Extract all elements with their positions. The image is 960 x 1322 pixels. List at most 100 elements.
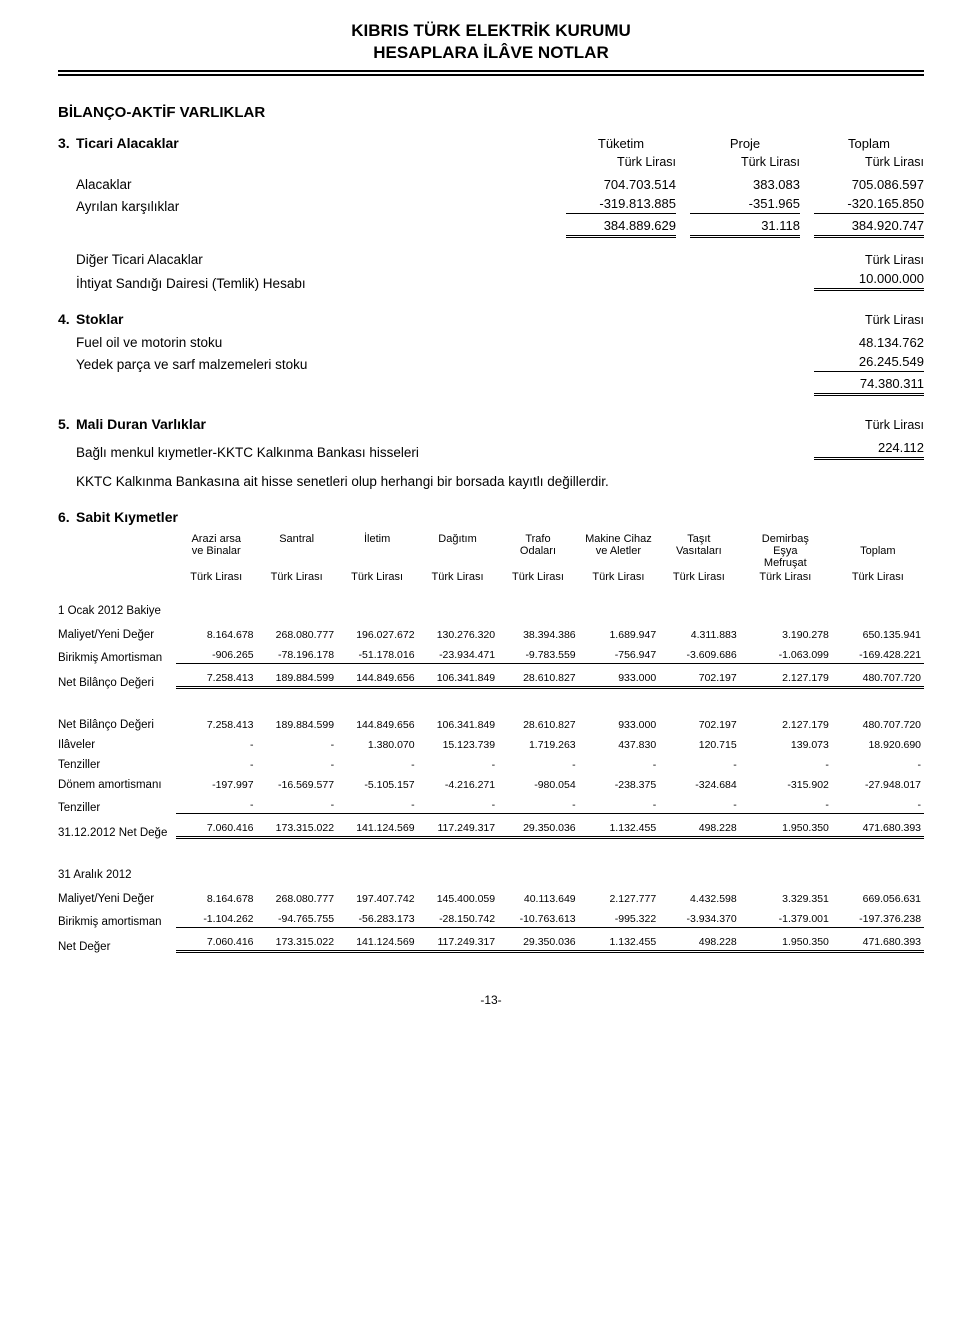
sec6-cell: 498.228: [659, 936, 740, 953]
sec6-cell: -: [740, 759, 832, 771]
sec6-cell: -16.569.577: [257, 779, 338, 791]
sec3-col-0: Tüketim: [566, 136, 676, 151]
sec6-cell: 498.228: [659, 822, 740, 839]
sec6-cell: -: [176, 799, 257, 814]
sec6-row-label: Birikmiş Amortisman: [58, 652, 176, 664]
sec3-col-1: Proje: [690, 136, 800, 151]
sec6-cell: 650.135.941: [832, 629, 924, 641]
sec6-cell: 1.950.350: [740, 822, 832, 839]
sec6-row-label: Tenziller: [58, 759, 176, 771]
sec5-row-label: Bağlı menkul kıymetler-KKTC Kalkınma Ban…: [76, 445, 814, 460]
sec6-row-label: Net Bilânço Değeri: [58, 719, 176, 731]
sec6-cell: 7.060.416: [176, 822, 257, 839]
sec6-currency-row: Türk Lirası Türk Lirası Türk Lirası Türk…: [58, 571, 924, 583]
sec5-header-row: 5. Mali Duran Varlıklar Türk Lirası: [58, 416, 924, 432]
sec6-cell: -169.428.221: [832, 649, 924, 664]
sec3-total-0: 384.889.629: [566, 218, 676, 238]
sec6-cell: -: [498, 799, 579, 814]
sec6-cell: -: [337, 799, 418, 814]
sec6-data-row: Tenziller---------: [58, 799, 924, 814]
sec6-head-row3: Mefruşat: [58, 557, 924, 569]
sec6-cell: 1.719.263: [498, 739, 579, 751]
sec6-cell: -: [659, 799, 740, 814]
sec6-data-row: Tenziller---------: [58, 759, 924, 771]
sec6-data-row: Net Bilânço Değeri7.258.413189.884.59914…: [58, 719, 924, 731]
sec6-cell: 106.341.849: [418, 719, 499, 731]
sec3-total-2: 384.920.747: [814, 218, 924, 238]
sec6-cell: 141.124.569: [337, 822, 418, 839]
sec6-h2-0: ve Binalar: [176, 545, 256, 557]
title-line-1: KIBRIS TÜRK ELEKTRİK KURUMU: [58, 20, 924, 42]
sec4-row0-v: 48.134.762: [814, 335, 924, 350]
sec6-cell: 117.249.317: [418, 822, 499, 839]
sec6-cell: 933.000: [579, 672, 660, 689]
sec6-h2-6: Vasıtaları: [659, 545, 739, 557]
sec6-cell: -756.947: [579, 649, 660, 664]
sec3-other-head: Diğer Ticari Alacaklar Türk Lirası: [76, 252, 924, 267]
sec6-cell: 18.920.690: [832, 739, 924, 751]
sec6-cell: -995.322: [579, 913, 660, 928]
sec6-data-row: 31.12.2012 Net Değe7.060.416173.315.0221…: [58, 822, 924, 839]
sec3-row1-v1: -351.965: [690, 196, 800, 214]
sec6-h1-1: Santral: [256, 533, 336, 545]
sec6-body: 1 Ocak 2012 BakiyeMaliyet/Yeni Değer8.16…: [58, 583, 924, 953]
sec6-cell: -3.609.686: [659, 649, 740, 664]
sec6-cell: 145.400.059: [418, 893, 499, 905]
title-rule-2: [58, 74, 924, 76]
sec6-cell: -: [579, 799, 660, 814]
sec4-row-1: Yedek parça ve sarf malzemeleri stoku 26…: [76, 350, 924, 372]
sec6-cell: 933.000: [579, 719, 660, 731]
sec6-cell: -: [579, 759, 660, 771]
sec6-cell: 173.315.022: [257, 936, 338, 953]
sec6-h2-7: Eşya: [739, 545, 832, 557]
sec4-row-0: Fuel oil ve motorin stoku 48.134.762: [76, 335, 924, 350]
sec6-cell: 139.073: [740, 739, 832, 751]
sec6-cell: -3.934.370: [659, 913, 740, 928]
sec6-cell: -78.196.178: [257, 649, 338, 664]
sec3-curr-0: Türk Lirası: [566, 155, 676, 169]
sec6-cell: -9.783.559: [498, 649, 579, 664]
sec6-cell: 196.027.672: [337, 629, 418, 641]
sec4-row0-label: Fuel oil ve motorin stoku: [76, 335, 814, 350]
sec4-total-row: 74.380.311: [76, 372, 924, 396]
sec6-cell: 2.127.179: [740, 672, 832, 689]
sec6-cell: 2.127.179: [740, 719, 832, 731]
sec6-h2-8: Toplam: [832, 545, 925, 557]
sec3-row0-v2: 705.086.597: [814, 177, 924, 192]
sec6-head-row1: Arazi arsa Santral İletim Dağıtım Trafo …: [58, 533, 924, 545]
sec6-cell: 130.276.320: [418, 629, 499, 641]
page-container: KIBRIS TÜRK ELEKTRİK KURUMU HESAPLARA İL…: [0, 0, 960, 1047]
sec6-row-label: Birikmiş amortisman: [58, 916, 176, 928]
sec6-cell: 7.258.413: [176, 719, 257, 731]
sec3-other-row: İhtiyat Sandığı Dairesi (Temlik) Hesabı …: [76, 267, 924, 291]
sec6-cell: -27.948.017: [832, 779, 924, 791]
sec6-cell: -23.934.471: [418, 649, 499, 664]
sec6-cell: -: [832, 759, 924, 771]
sec6-h1-2: İletim: [337, 533, 417, 545]
sec6-header-row: 6. Sabit Kıymetler: [58, 509, 924, 525]
sec3-total-1: 31.118: [690, 218, 800, 238]
sec6-title: Sabit Kıymetler: [76, 509, 924, 525]
sec5-number: 5.: [58, 416, 76, 432]
sec3-row0-v1: 383.083: [690, 177, 800, 192]
sec6-cell: 471.680.393: [832, 822, 924, 839]
sec6-cell: 29.350.036: [498, 822, 579, 839]
sec6-cell: -315.902: [740, 779, 832, 791]
sec6-cell: 120.715: [659, 739, 740, 751]
sec3-title: Ticari Alacaklar: [76, 135, 566, 151]
sec6-group-heading: 1 Ocak 2012 Bakiye: [58, 605, 924, 617]
sec6-group-heading: 31 Aralık 2012: [58, 869, 924, 881]
sec6-h2-4: Odaları: [498, 545, 578, 557]
sec6-cell: 1.689.947: [579, 629, 660, 641]
sec4-row1-v: 26.245.549: [814, 354, 924, 372]
sec6-cell: -10.763.613: [498, 913, 579, 928]
sec6-data-row: Birikmiş amortisman-1.104.262-94.765.755…: [58, 913, 924, 928]
sec3-other-row-label: İhtiyat Sandığı Dairesi (Temlik) Hesabı: [76, 276, 814, 291]
sec3-row-1: Ayrılan karşılıklar -319.813.885 -351.96…: [76, 192, 924, 214]
sec6-cell: 268.080.777: [257, 629, 338, 641]
sec6-h1-7: Demirbaş: [739, 533, 832, 545]
sec6-cell: -: [337, 759, 418, 771]
sec6-group-heading-label: 31 Aralık 2012: [58, 869, 132, 881]
sec6-cur-7: Türk Lirası: [739, 571, 832, 583]
sec3-other-title: Diğer Ticari Alacaklar: [76, 252, 814, 267]
